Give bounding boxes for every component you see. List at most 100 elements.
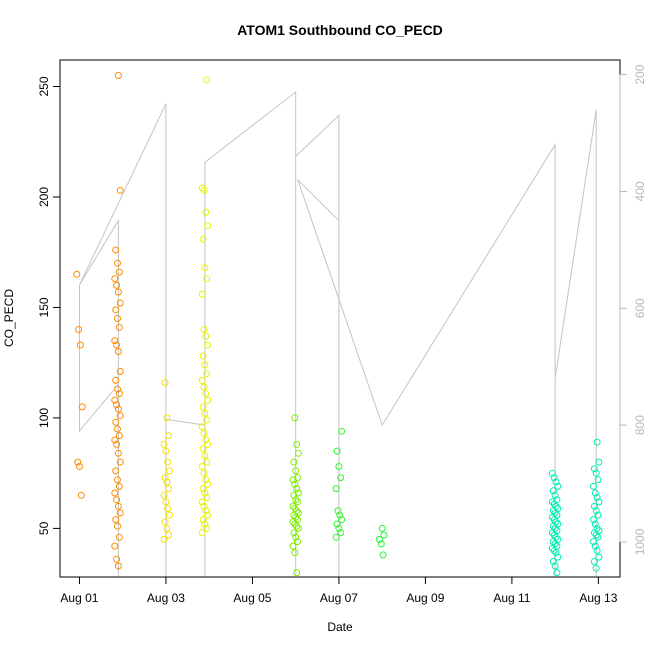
x-tick-label: Aug 01: [60, 591, 98, 605]
data-point: [111, 396, 119, 404]
data-point: [203, 416, 211, 424]
data-point: [338, 516, 346, 524]
data-point: [204, 222, 212, 230]
data-point: [77, 491, 85, 499]
data-point: [590, 482, 597, 490]
data-point: [75, 326, 83, 333]
data-point: [290, 491, 298, 499]
y-tick-label: 150: [37, 297, 51, 317]
data-point: [199, 516, 207, 524]
data-point: [554, 482, 562, 490]
data-point: [165, 432, 173, 440]
data-point: [335, 463, 343, 470]
data-point: [111, 542, 119, 550]
data-point: [160, 535, 168, 543]
data-point: [292, 496, 300, 504]
data-point: [293, 440, 301, 448]
data-point: [116, 509, 124, 517]
data-point: [200, 186, 208, 194]
data-point: [592, 507, 600, 515]
x-tick-label: Aug 03: [147, 591, 185, 605]
data-point: [595, 458, 603, 466]
data-point: [115, 323, 123, 331]
data-point: [114, 348, 122, 356]
data-point: [114, 502, 122, 510]
data-point: [203, 524, 211, 532]
data-point: [289, 542, 297, 550]
data-point: [111, 436, 119, 444]
data-point: [593, 438, 601, 446]
x-tick-label: Aug 13: [579, 591, 617, 605]
data-point: [595, 553, 603, 561]
data-point: [161, 474, 169, 482]
data-point: [590, 516, 597, 524]
data-point: [548, 529, 556, 537]
data-point: [112, 376, 120, 384]
chart-title: ATOM1 Southbound CO_PECD: [237, 22, 443, 38]
data-point: [112, 516, 120, 524]
data-point: [590, 558, 598, 565]
data-point: [115, 533, 123, 541]
data-point: [594, 533, 602, 541]
data-point: [198, 463, 206, 470]
data-point: [293, 522, 301, 530]
data-point: [199, 235, 207, 243]
data-point: [200, 429, 208, 437]
data-point: [204, 440, 212, 448]
data-point: [332, 485, 340, 493]
data-point: [112, 246, 120, 254]
data-point: [549, 507, 557, 515]
data-point: [201, 520, 209, 528]
data-point: [113, 555, 121, 563]
data-point: [590, 465, 598, 473]
data-point: [201, 264, 209, 272]
data-point: [114, 385, 121, 393]
data-point: [593, 547, 601, 554]
data-point: [200, 502, 208, 510]
data-point: [204, 396, 212, 404]
data-point: [550, 531, 558, 539]
data-point: [332, 533, 340, 541]
data-point: [294, 524, 302, 532]
data-point: [161, 379, 169, 387]
data-point: [111, 489, 119, 497]
data-point: [114, 425, 121, 433]
y2-tick-label: 1000: [633, 528, 647, 555]
x-axis-label: Date: [327, 620, 353, 634]
data-point: [550, 500, 558, 508]
data-point: [333, 520, 341, 528]
plot-frame: [59, 59, 621, 578]
data-point: [115, 432, 123, 440]
data-point: [290, 458, 298, 466]
data-point: [166, 467, 173, 475]
data-point: [76, 341, 84, 349]
data-point: [550, 474, 558, 482]
data-point: [160, 440, 168, 448]
data-point: [591, 520, 599, 528]
data-point: [592, 531, 600, 539]
data-point: [291, 549, 299, 557]
data-point: [114, 449, 122, 457]
data-point: [204, 341, 212, 349]
data-point: [338, 427, 346, 435]
data-point: [379, 551, 387, 559]
data-point: [115, 268, 123, 276]
data-point: [293, 485, 301, 493]
data-point: [592, 469, 600, 477]
data-point: [113, 440, 121, 448]
data-point: [163, 524, 171, 532]
data-point: [166, 511, 173, 519]
data-point: [550, 547, 558, 554]
data-point: [590, 538, 597, 546]
data-point: [548, 544, 556, 552]
data-point: [294, 538, 301, 546]
data-point: [591, 542, 599, 550]
data-point: [201, 489, 209, 497]
data-point: [114, 405, 122, 413]
data-point: [378, 524, 386, 532]
data-point: [595, 498, 603, 506]
data-point: [552, 549, 560, 557]
data-point: [115, 482, 123, 490]
y-tick-label: 200: [37, 187, 51, 207]
